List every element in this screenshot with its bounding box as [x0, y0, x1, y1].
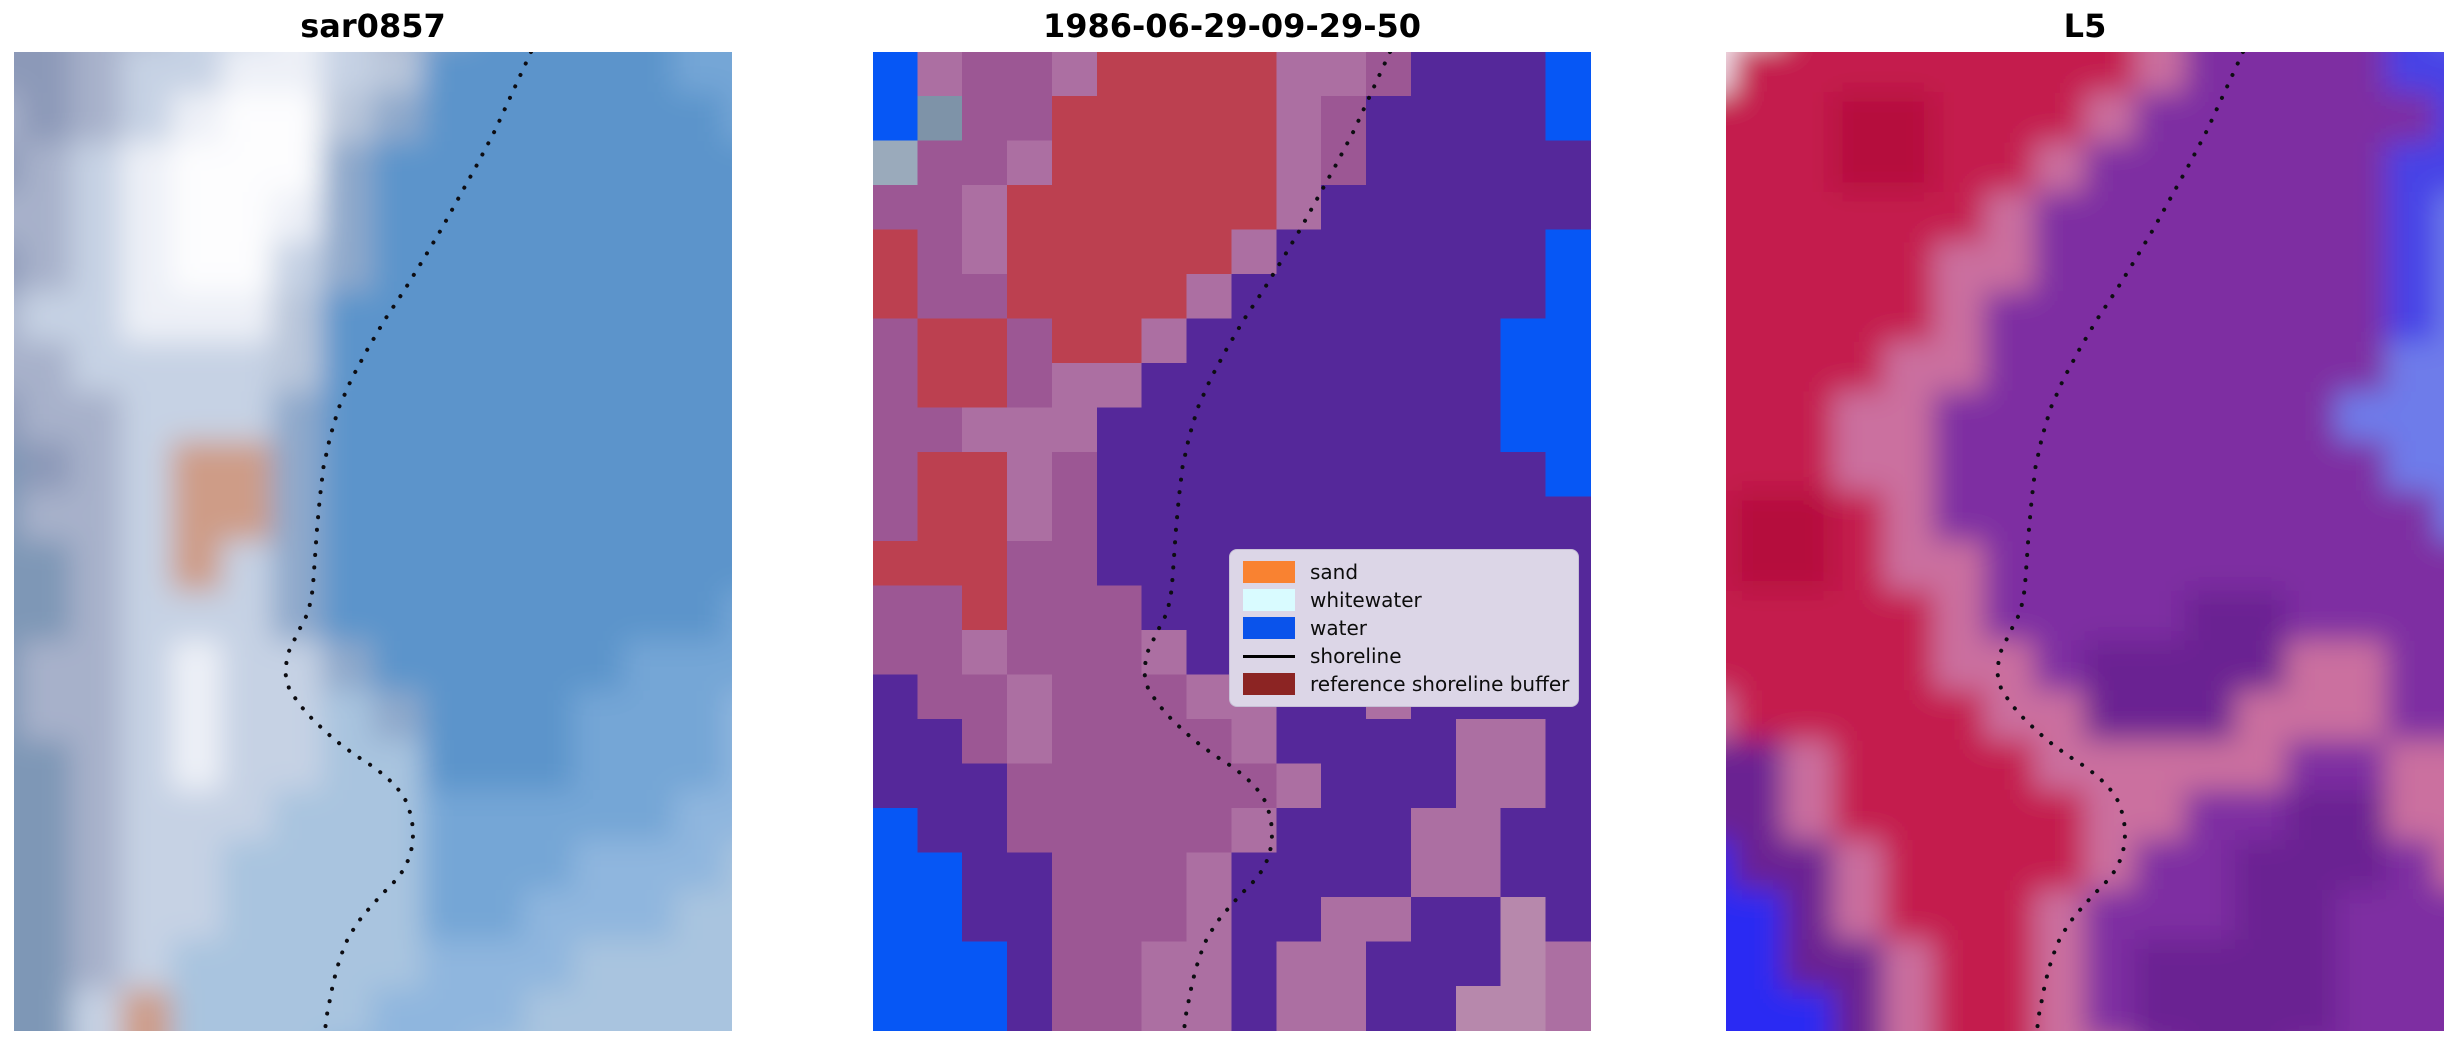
legend: sand whitewater water shoreline reference sh… — [1229, 549, 1579, 707]
legend-swatch-reference-shoreline-buffer — [1243, 673, 1295, 695]
panel-title-l5: L5 — [2063, 7, 2107, 45]
panel-sar0857: sar0857 — [14, 0, 732, 1043]
legend-item: water — [1243, 615, 1565, 641]
legend-item: shoreline — [1243, 643, 1565, 669]
sar-satellite-image — [14, 52, 732, 1031]
legend-swatch-water — [1243, 617, 1295, 639]
legend-item: whitewater — [1243, 587, 1565, 613]
legend-label: reference shoreline buffer — [1310, 672, 1570, 696]
legend-item: reference shoreline buffer — [1243, 671, 1569, 697]
panel-classified: 1986-06-29-09-29-50 sand whitewater water s… — [873, 0, 1591, 1043]
panel-l5: L5 — [1726, 0, 2444, 1043]
shoreline-dotted-line — [1994, 52, 2245, 1031]
classified-image-svg — [873, 52, 1591, 1031]
panel-title-classified: 1986-06-29-09-29-50 — [1042, 7, 1422, 45]
l5-satellite-image — [1726, 52, 2444, 1031]
legend-item: sand — [1243, 559, 1565, 585]
legend-label: shoreline — [1310, 644, 1402, 668]
l5-image-svg — [1726, 52, 2444, 1031]
classified-image — [873, 52, 1591, 1031]
shoreline-dotted-line — [1141, 52, 1392, 1031]
legend-swatch-whitewater — [1243, 589, 1295, 611]
legend-swatch-shoreline — [1243, 654, 1295, 658]
shoreline-dotted-line — [282, 52, 533, 1031]
legend-label: water — [1310, 616, 1367, 640]
sar-image-svg — [14, 52, 732, 1031]
legend-label: sand — [1310, 560, 1359, 584]
panel-title-sar0857: sar0857 — [300, 7, 446, 45]
legend-label: whitewater — [1310, 588, 1422, 612]
legend-swatch-sand — [1243, 561, 1295, 583]
